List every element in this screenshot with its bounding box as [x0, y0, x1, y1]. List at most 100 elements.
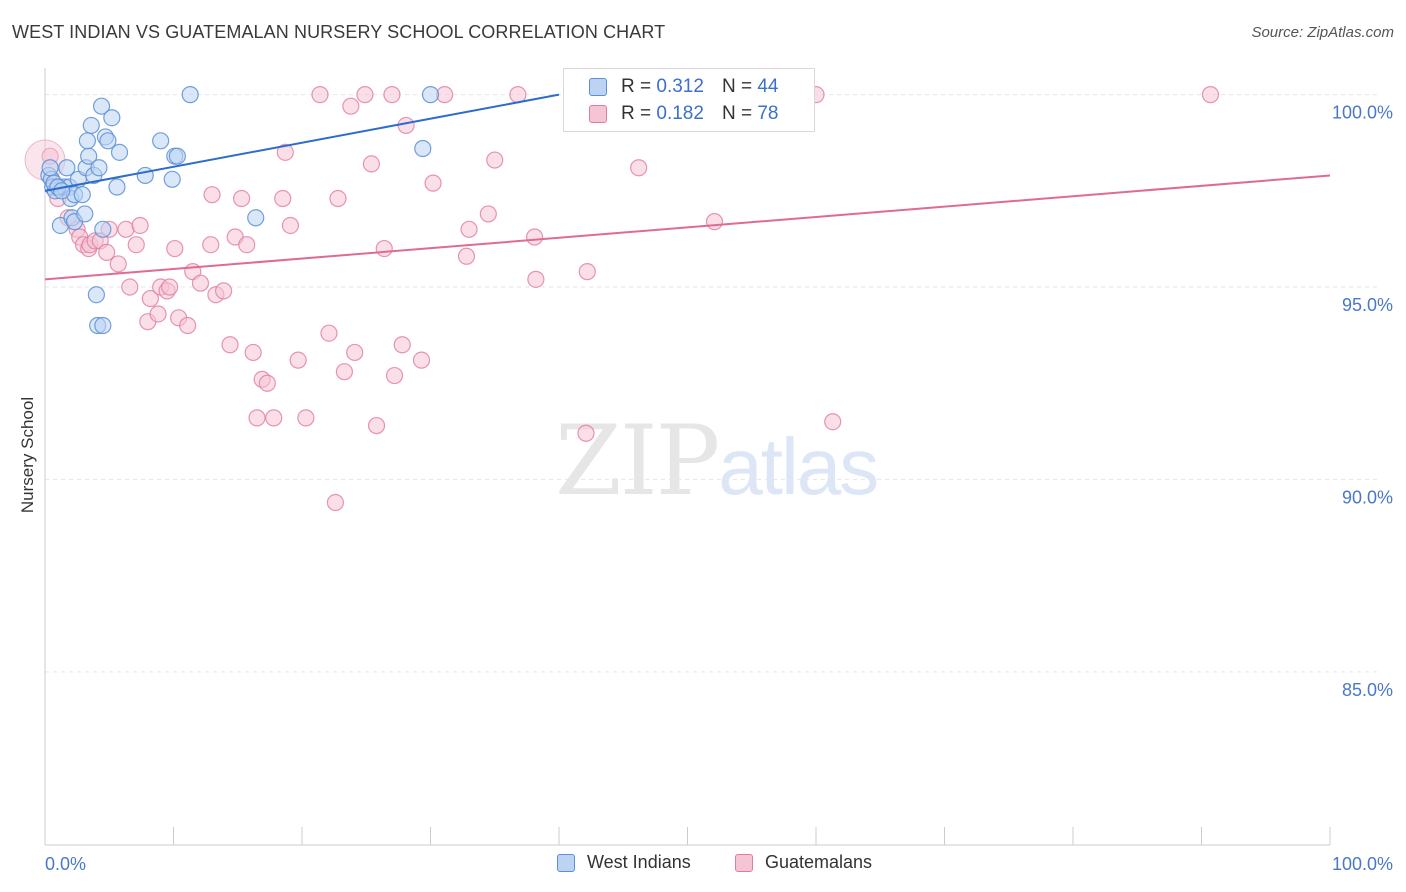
guatemalans-point: [346, 343, 364, 362]
guatemalans-point: [375, 239, 393, 258]
series-guatemalans-points: [24, 86, 1220, 512]
legend-swatch-west-indians: [557, 853, 575, 872]
guatemalans-point: [221, 336, 239, 354]
legend-swatch-guatemalans: [735, 853, 753, 872]
west-indians-point: [414, 139, 432, 158]
guatemalans-point: [457, 247, 476, 265]
legend-item-west-indians: West Indians: [557, 852, 691, 873]
legend-item-guatemalans: Guatemalans: [735, 852, 872, 873]
west-indians-point: [421, 86, 440, 104]
guatemalans-point: [297, 409, 315, 427]
guatemalans-point: [238, 236, 256, 254]
guatemalans-point: [397, 116, 415, 135]
guatemalans-point: [149, 305, 167, 323]
legend-r-label: R =: [621, 103, 652, 124]
west-indians-point: [103, 109, 121, 127]
guatemalans-point: [486, 151, 504, 169]
legend-n-value: 44: [757, 76, 779, 97]
guatemalans-point: [356, 86, 374, 104]
guatemalans-point: [367, 416, 386, 435]
guatemalans-point: [248, 409, 266, 427]
guatemalans-point: [824, 413, 842, 431]
guatemalans-point: [630, 159, 648, 177]
guatemalans-point: [385, 366, 404, 385]
grid: [45, 94, 1380, 673]
guatemalans-point: [215, 282, 233, 300]
series-west-indians-points: [40, 86, 440, 335]
west-indians-point: [168, 147, 186, 165]
west-indians-point: [247, 209, 265, 227]
guatemalans-point: [335, 363, 354, 381]
guatemalans-point: [393, 336, 411, 354]
legend-n-label: N =: [721, 76, 753, 97]
guatemalans-point: [362, 155, 380, 173]
watermark-atlas: atlas: [718, 422, 879, 511]
legend-row-guatemalans: R = 0.182 N = 78: [564, 101, 778, 127]
guatemalans-point: [202, 236, 220, 254]
west-indians-point: [99, 132, 117, 150]
guatemalans-point: [233, 189, 251, 208]
guatemalans-point: [383, 86, 401, 104]
guatemalans-point: [424, 174, 442, 192]
west-indians-point: [41, 159, 59, 177]
guatemalans-point: [326, 493, 345, 512]
west-indians-point: [163, 170, 181, 188]
axes: [44, 68, 1331, 846]
west-indians-point: [94, 220, 112, 238]
x-tick-label-right: 100.0%: [1332, 854, 1393, 874]
guatemalans-point: [460, 220, 478, 238]
trend-lines: [44, 93, 1331, 281]
west-indians-point: [108, 178, 126, 196]
correlation-legend: R = 0.312 N = 44 R = 0.182 N = 78: [563, 68, 815, 132]
chart-title: WEST INDIAN VS GUATEMALAN NURSERY SCHOOL…: [12, 22, 666, 42]
guatemalans-point: [265, 409, 283, 427]
guatemalans-point: [311, 86, 329, 104]
guatemalans-point: [161, 278, 179, 296]
guatemalans-point: [203, 186, 221, 204]
guatemalans-point: [1201, 86, 1220, 104]
guatemalans-point: [191, 274, 210, 292]
legend-label-guatemalans: Guatemalans: [765, 852, 873, 872]
y-tick-label: 85.0%: [1342, 680, 1393, 700]
legend-row-west-indians: R = 0.312 N = 44: [564, 74, 778, 100]
guatemalans-point: [342, 97, 360, 115]
guatemalans-point: [509, 86, 527, 104]
y-tick-label: 95.0%: [1342, 295, 1393, 315]
guatemalans-point: [281, 216, 300, 235]
guatemalans-point: [131, 216, 149, 235]
legend-r-value: 0.312: [656, 76, 704, 97]
legend-swatch-blue: [589, 78, 607, 96]
guatemalans-point: [98, 243, 116, 262]
west-indians-point: [58, 159, 76, 177]
guatemalans-point: [244, 343, 262, 362]
guatemalans-trend-line: [44, 174, 1331, 281]
guatemalans-point: [527, 270, 545, 288]
west-indians-point: [82, 116, 100, 135]
guatemalans-point: [578, 263, 596, 281]
guatemalans-point: [179, 316, 197, 335]
west-indians-point: [94, 316, 112, 335]
west-indians-point: [136, 166, 154, 185]
guatemalans-point: [121, 278, 139, 296]
guatemalans-point: [274, 189, 292, 208]
west-indians-point: [110, 143, 129, 161]
guatemalans-point: [141, 289, 159, 308]
west-indians-point: [90, 159, 108, 177]
guatemalans-point: [577, 424, 595, 442]
legend-swatch-pink: [589, 105, 607, 123]
source-label: Source: ZipAtlas.com: [1251, 24, 1394, 41]
y-tick-label: 100.0%: [1332, 103, 1393, 123]
guatemalans-point: [525, 228, 544, 246]
legend-r-value: 0.182: [656, 103, 704, 124]
west-indians-point: [152, 132, 170, 150]
guatemalans-point: [109, 255, 127, 273]
guatemalans-point: [705, 213, 724, 231]
west-indians-trend-line: [44, 93, 560, 192]
x-tick-label-left: 0.0%: [45, 854, 86, 874]
west-indians-point: [181, 86, 199, 104]
west-indians-point: [92, 97, 111, 115]
guatemalans-point: [276, 143, 294, 161]
y-tick-label: 90.0%: [1342, 487, 1393, 507]
legend-n-value: 78: [757, 103, 779, 124]
